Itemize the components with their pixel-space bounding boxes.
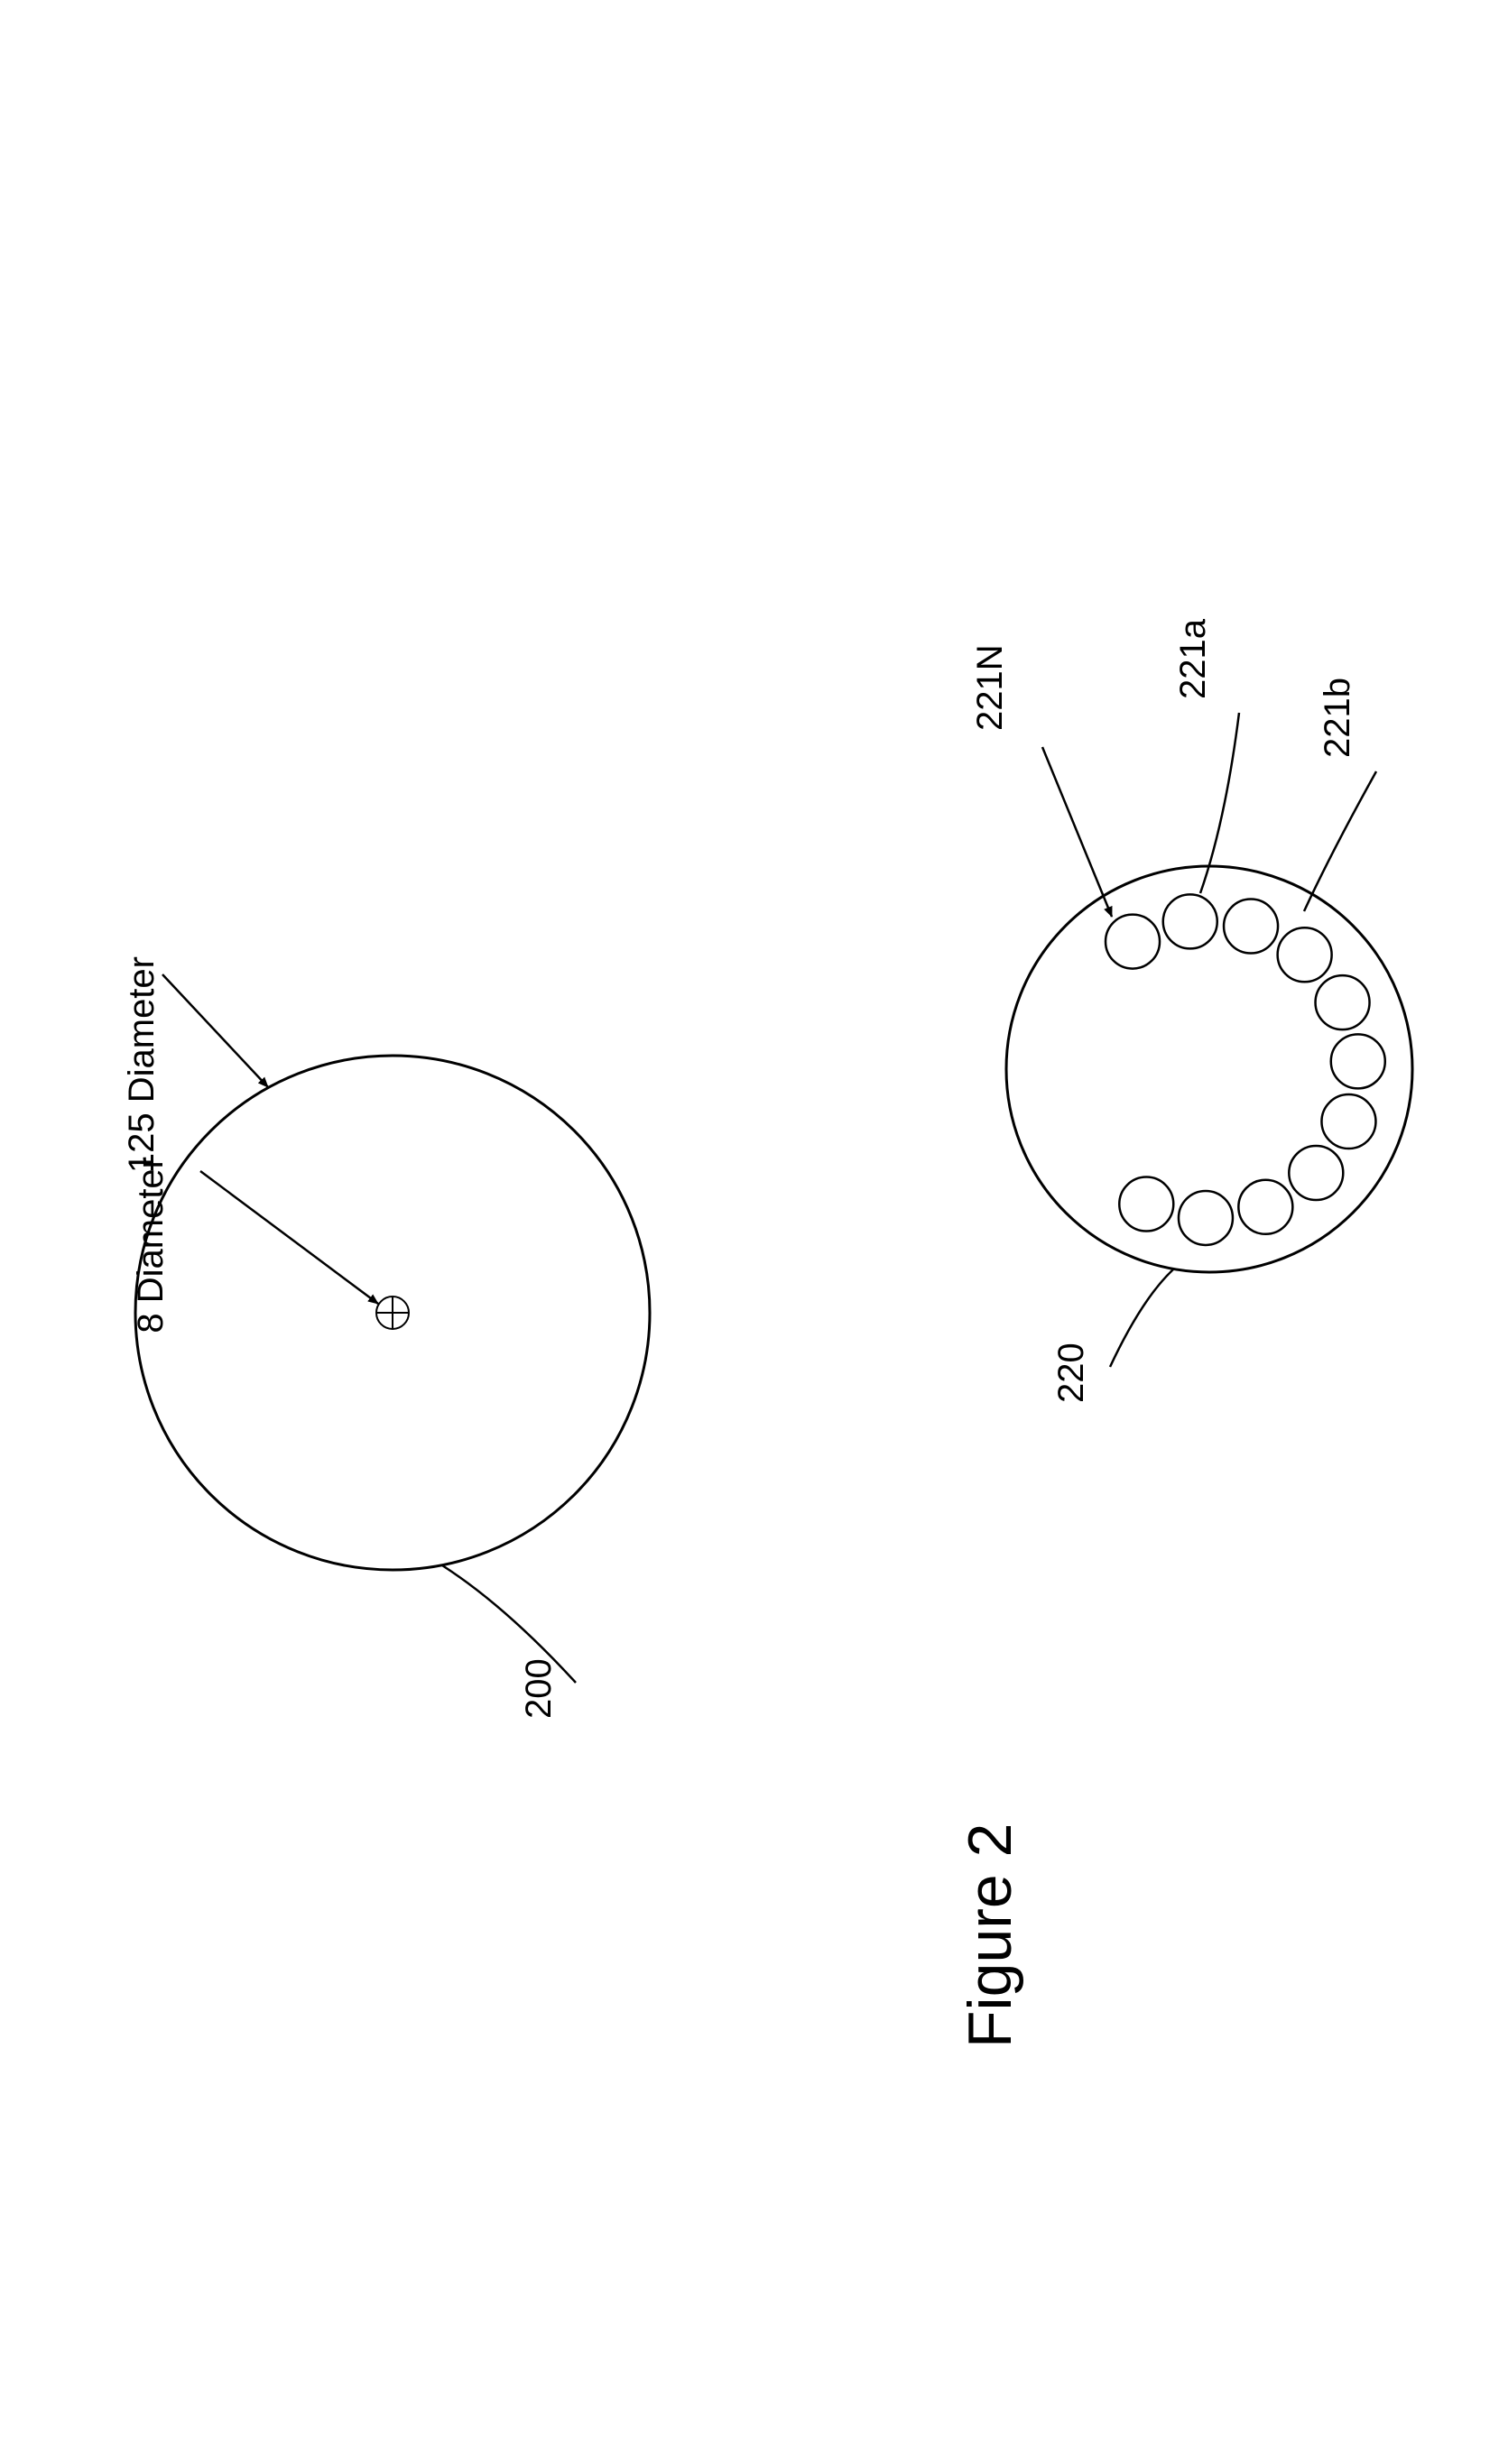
right-fiber-core xyxy=(1331,1034,1385,1088)
label-221b: 221b xyxy=(1318,678,1357,758)
label-221N: 221N xyxy=(970,644,1010,731)
right-fiber-core xyxy=(1179,1191,1233,1245)
right-fiber-group: 221N 221a 221b 220 xyxy=(970,618,1412,1403)
leader-to-221N xyxy=(1042,747,1112,917)
right-fiber-core xyxy=(1119,1177,1173,1232)
leader-to-221b xyxy=(1304,771,1376,911)
label-125-diameter: 125 Diameter xyxy=(122,956,162,1173)
right-fiber-core xyxy=(1321,1094,1375,1149)
right-fiber-core xyxy=(1316,975,1370,1029)
right-fiber-core xyxy=(1238,1180,1292,1234)
right-fiber-core xyxy=(1278,927,1332,982)
label-ref-200: 200 xyxy=(519,1658,559,1719)
left-fiber-group: 125 Diameter 8 Diameter 200 xyxy=(122,956,650,1719)
figure-caption: Figure 2 xyxy=(956,1823,1024,2048)
right-fiber-core xyxy=(1106,915,1160,969)
right-fiber-core xyxy=(1224,900,1278,954)
right-fiber-cladding xyxy=(1006,866,1412,1272)
right-fiber-core xyxy=(1163,894,1217,948)
label-ref-220: 220 xyxy=(1051,1343,1091,1403)
label-8-diameter: 8 Diameter xyxy=(131,1157,171,1334)
leader-to-ref-220 xyxy=(1110,1269,1173,1367)
right-fiber-core xyxy=(1289,1146,1343,1200)
leader-to-cladding xyxy=(162,974,268,1087)
figure-canvas: 125 Diameter 8 Diameter 200 221N 221a 22… xyxy=(0,0,1499,2464)
label-221a: 221a xyxy=(1173,618,1213,699)
leader-to-core xyxy=(200,1171,378,1304)
right-fiber-cores xyxy=(1106,894,1385,1245)
